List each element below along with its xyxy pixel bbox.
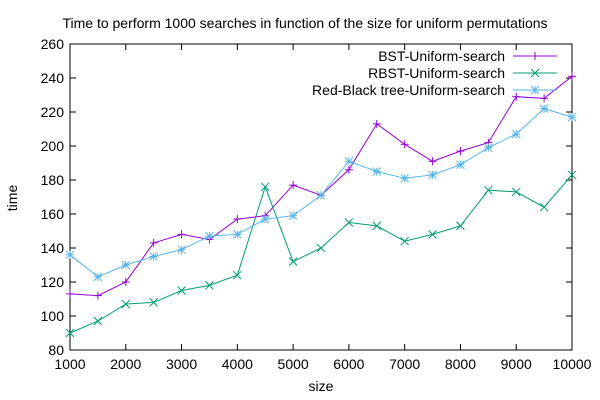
data-point [288,257,298,266]
data-point [121,260,131,270]
data-point [400,140,409,149]
data-point [233,215,242,224]
data-point [289,181,298,190]
y-axis-label: time [4,185,20,212]
data-point [400,236,410,246]
data-point [567,112,577,122]
data-point [483,185,493,195]
data-point [539,104,549,113]
legend-label: BST-Uniform-search [378,48,505,64]
data-point [93,291,102,300]
data-point [344,218,354,227]
data-point [372,119,381,128]
data-point [121,299,131,309]
y-tick-label: 100 [41,308,65,324]
data-point [65,250,75,260]
y-axis: 80 100 120 140 160 180 200 220 240 260 [41,36,572,358]
series-red-black-tree-uniform-search [65,104,577,282]
data-point [456,160,465,170]
data-point [428,230,437,239]
y-tick-label: 140 [41,240,65,256]
data-point [93,316,103,326]
legend-label: RBST-Uniform-search [368,65,505,81]
x-axis: 1000 2000 3000 4000 5000 6000 7000 8000 9000 1000… [54,44,592,372]
data-point [372,221,382,231]
data-point [540,94,549,103]
legend-marker [531,52,539,60]
data-point [456,147,465,156]
data-point [121,278,130,286]
data-point [260,182,270,192]
y-tick-label: 240 [41,70,65,86]
chart-title: Time to perform 1000 searches in functio… [62,15,547,31]
x-tick-label: 6000 [333,356,364,372]
data-point [288,211,298,221]
legend-marker [530,85,540,95]
x-tick-label: 5000 [278,356,309,372]
data-point [456,221,465,231]
data-point [344,156,354,166]
data-point [149,298,159,307]
x-tick-label: 7000 [389,356,420,372]
plot-frame [69,43,573,351]
data-point [149,252,159,261]
y-tick-label: 220 [41,104,65,120]
data-point [428,157,437,166]
series-line [69,75,573,297]
data-point [66,289,74,298]
data-point [93,272,103,282]
data-point [512,92,521,101]
y-tick-label: 160 [41,206,65,222]
data-point [372,167,382,176]
data-point [232,230,242,239]
data-point [65,328,75,338]
y-tick-label: 120 [41,274,65,290]
legend: BST-Uniform-searchRBST-Uniform-searchRed… [312,48,557,98]
data-point [316,243,326,253]
x-tick-label: 9000 [501,356,532,372]
legend-label: Red-Black tree-Uniform-search [312,82,505,98]
data-point [511,129,521,139]
data-point [567,170,577,180]
data-point [539,202,549,212]
data-point [260,214,270,224]
data-point [400,173,410,183]
data-point [483,143,493,153]
data-point [568,72,576,81]
x-axis-label: size [309,378,334,394]
legend-marker [530,68,540,78]
x-tick-label: 4000 [222,356,253,372]
y-tick-label: 180 [41,172,65,188]
data-point [205,231,214,241]
data-point [344,165,353,174]
x-tick-label: 2000 [110,356,141,372]
data-point [177,245,186,255]
y-tick-label: 200 [41,138,65,154]
series-layer [65,72,577,338]
y-tick-label: 80 [48,342,64,358]
data-point [316,190,326,200]
x-tick-label: 8000 [445,356,476,372]
series-rbst-uniform-search [65,170,577,338]
data-point [177,286,186,295]
legend-item: BST-Uniform-search [378,48,557,64]
x-tick-label: 3000 [166,356,197,372]
series-bst-uniform-search [66,72,576,300]
data-point [511,187,521,197]
x-tick-label: 10000 [553,356,592,372]
y-tick-label: 260 [41,36,65,52]
data-point [149,238,158,247]
data-point [428,170,437,180]
legend-item: RBST-Uniform-search [368,65,557,81]
data-point [232,270,242,280]
data-point [205,281,214,290]
data-point [177,230,186,239]
x-tick-label: 1000 [54,356,85,372]
legend-item: Red-Black tree-Uniform-search [312,82,557,98]
